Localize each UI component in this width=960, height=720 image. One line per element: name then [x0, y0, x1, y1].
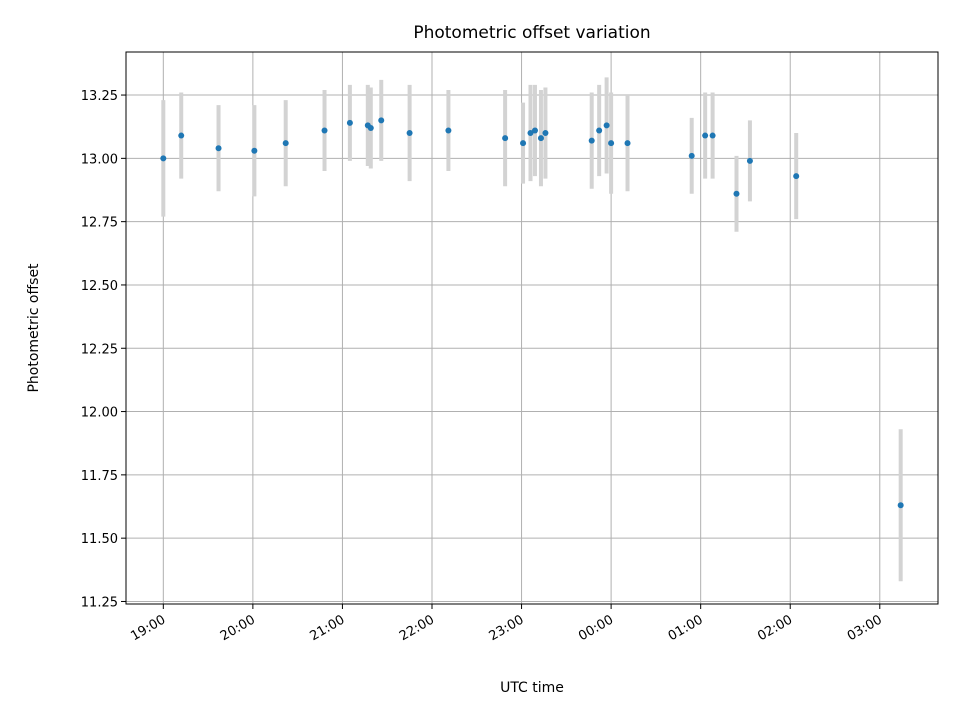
y-tick-label: 13.00 — [81, 152, 118, 167]
data-point — [603, 122, 610, 129]
data-point — [702, 132, 709, 139]
data-point — [378, 117, 385, 124]
y-axis-label: Photometric offset — [26, 263, 42, 393]
y-tick-label: 12.25 — [81, 342, 118, 357]
data-points — [160, 117, 904, 509]
data-point — [251, 147, 258, 154]
data-point — [178, 132, 185, 139]
data-point — [527, 130, 534, 137]
data-point — [445, 127, 452, 134]
y-tick-label: 12.50 — [81, 279, 118, 294]
data-point — [608, 140, 615, 147]
data-point — [215, 145, 222, 152]
plot-frame — [125, 51, 939, 605]
data-point — [746, 157, 753, 164]
data-point — [367, 124, 374, 131]
y-tick-label: 11.50 — [81, 532, 118, 547]
data-point — [588, 137, 595, 144]
data-point — [733, 190, 740, 197]
data-point — [321, 127, 328, 134]
data-point — [282, 140, 289, 147]
data-point — [688, 152, 695, 159]
data-point — [531, 127, 538, 134]
data-point — [596, 127, 603, 134]
x-axis-label: UTC time — [500, 680, 564, 696]
data-point — [406, 130, 413, 137]
data-point — [542, 130, 549, 137]
y-tick-label: 11.25 — [81, 595, 118, 610]
data-point — [346, 119, 353, 126]
data-point — [537, 135, 544, 142]
data-point — [709, 132, 716, 139]
data-point — [793, 173, 800, 180]
y-tick-label: 13.25 — [81, 89, 118, 104]
y-axis-ticks: 11.25 11.50 11.75 12.00 12.25 12.50 12.75 13.00… — [81, 89, 126, 610]
chart-title: Photometric offset variation — [413, 23, 650, 43]
data-point — [160, 155, 167, 162]
data-point — [520, 140, 527, 147]
y-tick-label: 11.75 — [81, 469, 118, 484]
y-tick-label: 12.00 — [81, 406, 118, 421]
data-point — [502, 135, 509, 142]
data-point — [624, 140, 631, 147]
data-point — [897, 502, 904, 509]
y-tick-label: 12.75 — [81, 216, 118, 231]
